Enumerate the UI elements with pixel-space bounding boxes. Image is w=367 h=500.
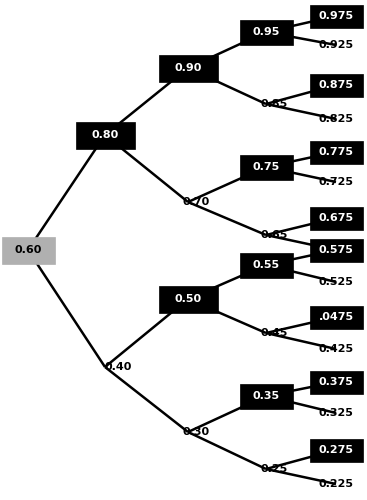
Text: 0.40: 0.40 [104, 362, 132, 372]
FancyBboxPatch shape [309, 206, 363, 230]
FancyBboxPatch shape [159, 286, 218, 312]
Text: 0.50: 0.50 [174, 294, 201, 304]
FancyBboxPatch shape [240, 20, 292, 44]
Text: 0.975: 0.975 [319, 11, 353, 21]
Text: 0.725: 0.725 [319, 177, 353, 187]
FancyBboxPatch shape [240, 154, 292, 180]
Text: 0.80: 0.80 [91, 130, 119, 140]
FancyBboxPatch shape [76, 122, 134, 148]
Text: 0.275: 0.275 [319, 445, 353, 455]
Text: 0.70: 0.70 [182, 197, 210, 207]
FancyBboxPatch shape [309, 74, 363, 96]
FancyBboxPatch shape [240, 252, 292, 278]
Text: 0.775: 0.775 [319, 147, 353, 157]
Text: 0.325: 0.325 [319, 408, 353, 418]
Text: 0.95: 0.95 [252, 27, 280, 37]
Text: 0.425: 0.425 [319, 344, 353, 354]
FancyBboxPatch shape [1, 236, 55, 264]
FancyBboxPatch shape [309, 238, 363, 262]
Text: .0475: .0475 [319, 312, 353, 322]
Text: 0.575: 0.575 [319, 245, 353, 255]
Text: 0.90: 0.90 [174, 63, 202, 73]
Text: 0.75: 0.75 [252, 162, 280, 172]
Text: 0.30: 0.30 [182, 427, 210, 437]
Text: 0.85: 0.85 [260, 99, 288, 109]
FancyBboxPatch shape [309, 4, 363, 28]
Text: 0.875: 0.875 [319, 80, 353, 90]
Text: 0.375: 0.375 [319, 377, 353, 387]
Text: 0.225: 0.225 [319, 479, 353, 489]
Text: 0.625: 0.625 [319, 245, 353, 255]
FancyBboxPatch shape [309, 370, 363, 394]
FancyBboxPatch shape [159, 54, 218, 82]
Text: 0.65: 0.65 [260, 230, 288, 240]
Text: 0.25: 0.25 [260, 464, 288, 474]
Text: 0.55: 0.55 [252, 260, 280, 270]
Text: 0.925: 0.925 [319, 40, 353, 50]
Text: 0.35: 0.35 [252, 391, 280, 401]
Text: 0.525: 0.525 [319, 277, 353, 287]
FancyBboxPatch shape [309, 306, 363, 328]
Text: 0.45: 0.45 [260, 328, 288, 338]
Text: 0.675: 0.675 [319, 213, 353, 223]
FancyBboxPatch shape [309, 140, 363, 164]
FancyBboxPatch shape [240, 384, 292, 408]
Text: 0.825: 0.825 [319, 114, 353, 124]
Text: 0.60: 0.60 [14, 245, 42, 255]
FancyBboxPatch shape [309, 438, 363, 462]
